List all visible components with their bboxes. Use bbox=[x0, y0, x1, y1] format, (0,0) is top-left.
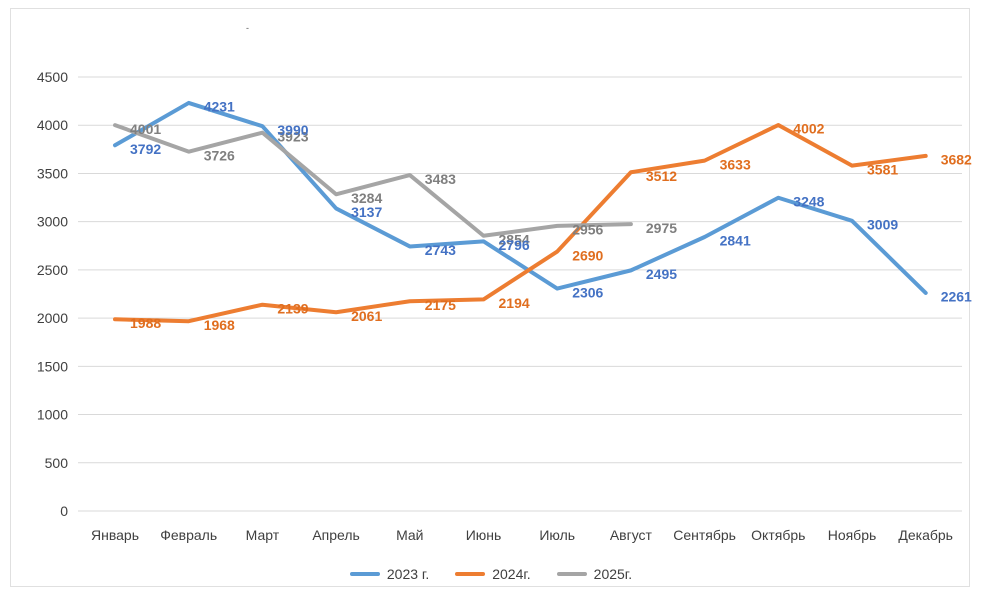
data-label: 2306 bbox=[572, 284, 603, 300]
data-label: 3581 bbox=[867, 161, 898, 177]
data-label: 3792 bbox=[130, 141, 161, 157]
data-label: 2975 bbox=[646, 220, 677, 236]
data-label: 3137 bbox=[351, 204, 382, 220]
series-line-2023г. bbox=[113, 100, 928, 295]
data-label: 2854 bbox=[499, 231, 530, 247]
data-label: 3512 bbox=[646, 168, 677, 184]
data-label: 2495 bbox=[646, 266, 677, 282]
data-label: 4001 bbox=[130, 121, 161, 137]
data-label: 2139 bbox=[277, 300, 308, 316]
x-axis-tick-label: Август bbox=[610, 527, 653, 543]
data-label: 3682 bbox=[941, 152, 972, 168]
data-label: 2841 bbox=[720, 233, 751, 249]
y-axis-tick-label: 3000 bbox=[37, 214, 68, 230]
data-label: 3284 bbox=[351, 190, 382, 206]
data-label: 2743 bbox=[425, 242, 456, 258]
x-axis-tick-label: Ноябрь bbox=[828, 527, 877, 543]
x-axis-tick-label: Февраль bbox=[160, 527, 217, 543]
data-label: 3726 bbox=[204, 147, 235, 163]
y-axis-tick-label: 4500 bbox=[37, 69, 68, 85]
data-label: 3923 bbox=[277, 128, 308, 144]
x-axis-tick-label: Сентябрь bbox=[673, 527, 736, 543]
y-axis-tick-label: 0 bbox=[60, 503, 68, 519]
x-axis-tick-label: Октябрь bbox=[751, 527, 805, 543]
chart-legend: 2023 г. 2024г. 2025г. bbox=[0, 564, 982, 584]
data-label: 4231 bbox=[204, 99, 235, 115]
x-axis-tick-label: Декабрь bbox=[898, 527, 953, 543]
legend-item: 2024г. bbox=[455, 566, 531, 582]
y-axis-tick-label: 2500 bbox=[37, 262, 68, 278]
data-label: 1988 bbox=[130, 315, 161, 331]
legend-swatch-icon bbox=[349, 572, 380, 576]
legend-label: 2025г. bbox=[593, 566, 633, 582]
y-axis-tick-label: 4000 bbox=[37, 117, 68, 133]
data-label: 3483 bbox=[425, 171, 456, 187]
x-axis-tick-label: Январь bbox=[91, 527, 139, 543]
data-label: 2261 bbox=[941, 289, 972, 305]
data-label: 1968 bbox=[204, 317, 235, 333]
data-label: 2690 bbox=[572, 247, 603, 263]
x-axis-tick-label: Июль bbox=[539, 527, 575, 543]
series-line-2024г. bbox=[113, 123, 928, 324]
y-axis-tick-label: 500 bbox=[45, 455, 69, 471]
data-label: 2175 bbox=[425, 297, 456, 313]
data-label: 3009 bbox=[867, 217, 898, 233]
data-label: 4002 bbox=[793, 121, 824, 137]
data-label: 3990 bbox=[277, 122, 308, 138]
x-axis-tick-label: Май bbox=[396, 527, 423, 543]
data-label: 3248 bbox=[793, 193, 824, 209]
x-axis-tick-label: Апрель bbox=[312, 527, 360, 543]
x-axis-tick-label: Июнь bbox=[466, 527, 502, 543]
x-axis-tick-label: Март bbox=[246, 527, 280, 543]
y-axis-tick-label: 1500 bbox=[37, 358, 68, 374]
data-label: 2956 bbox=[572, 222, 603, 238]
data-label: 2061 bbox=[351, 308, 382, 324]
y-axis-tick-label: 1000 bbox=[37, 407, 68, 423]
legend-swatch-icon bbox=[556, 572, 587, 576]
data-label: 3633 bbox=[720, 156, 751, 172]
legend-swatch-icon bbox=[455, 572, 486, 576]
legend-label: 2024г. bbox=[492, 566, 531, 582]
legend-item: 2023 г. bbox=[349, 566, 430, 582]
series-line-2025г. bbox=[113, 123, 633, 238]
legend-item: 2025г. bbox=[556, 566, 633, 582]
y-axis-tick-label: 2000 bbox=[37, 310, 68, 326]
data-label: 2796 bbox=[499, 237, 530, 253]
data-label: 2194 bbox=[499, 295, 530, 311]
chart-title: - bbox=[246, 23, 250, 33]
y-axis-tick-label: 3500 bbox=[37, 165, 68, 181]
legend-label: 2023 г. bbox=[386, 566, 430, 582]
